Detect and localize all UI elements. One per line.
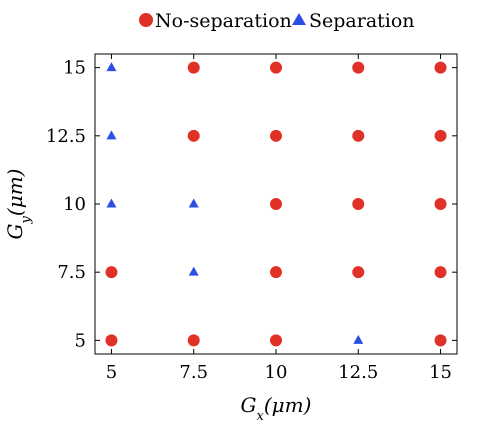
no-separation-point (352, 129, 365, 142)
legend: No-separation Separation (139, 10, 415, 32)
no-separation-point (434, 198, 447, 210)
x-tick-label: 15 (429, 362, 452, 383)
legend-label-separation: Separation (309, 10, 415, 32)
no-separation-point (434, 266, 447, 279)
legend-marker-separation (292, 13, 306, 25)
no-separation-point (270, 61, 282, 74)
y-tick-label: 12.5 (46, 126, 86, 147)
separation-point (353, 334, 364, 344)
no-separation-point (434, 129, 447, 142)
y-axis-label: Gy(μm) (3, 169, 34, 240)
separation-point (188, 266, 199, 276)
no-separation-point (187, 334, 200, 347)
no-separation-point (434, 61, 447, 74)
x-tick-label: 5 (106, 362, 117, 383)
no-separation-point (434, 334, 447, 347)
legend-label-no-separation: No-separation (155, 10, 292, 32)
x-tick-label: 12.5 (338, 362, 378, 383)
y-tick-label: 5 (75, 330, 86, 351)
tick-labels: 5 7.5 10 12.5 15 5 7.5 10 12.5 15 (46, 58, 452, 383)
y-tick-label: 10 (63, 194, 86, 215)
no-separation-point (270, 334, 282, 347)
no-separation-point (352, 266, 365, 279)
no-separation-point (270, 266, 282, 279)
no-separation-point (187, 129, 200, 142)
x-axis-label: Gx(μm) (241, 393, 312, 424)
no-separation-point (105, 266, 118, 279)
data-marks (105, 61, 447, 347)
legend-marker-no-separation (139, 13, 153, 27)
no-separation-point (105, 334, 118, 347)
y-tick-label: 7.5 (57, 262, 86, 283)
separation-point (106, 62, 117, 72)
no-separation-point (352, 61, 365, 74)
x-tick-label: 7.5 (179, 362, 208, 383)
no-separation-point (270, 129, 282, 142)
no-separation-point (187, 61, 200, 74)
separation-point (106, 198, 117, 208)
no-separation-point (270, 198, 282, 210)
no-separation-point (352, 198, 365, 210)
separation-point (188, 198, 199, 208)
x-tick-label: 10 (265, 362, 288, 383)
separation-point (106, 130, 117, 140)
y-tick-label: 15 (63, 58, 86, 79)
axis-ticks (95, 54, 457, 354)
